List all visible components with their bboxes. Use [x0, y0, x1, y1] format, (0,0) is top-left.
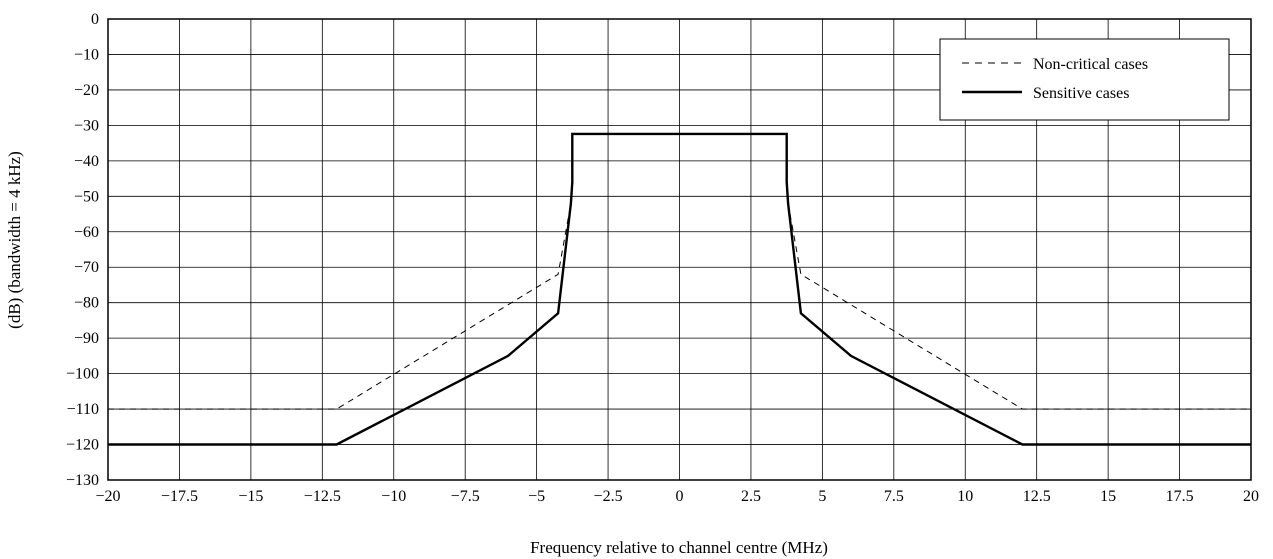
x-tick-label: 17.5	[1166, 488, 1194, 505]
y-axis-title: (dB) (bandwidth = 4 kHz)	[5, 151, 24, 329]
y-tick-label: −10	[74, 46, 99, 63]
x-tick-label: 7.5	[884, 488, 904, 505]
legend-label-sensitive: Sensitive cases	[1033, 85, 1129, 102]
x-tick-label: 15	[1100, 488, 1116, 505]
legend: Non-critical cases Sensitive cases	[939, 38, 1230, 121]
y-tick-label: −50	[74, 188, 99, 205]
y-tick-label: −70	[74, 259, 99, 276]
x-tick-label: −7.5	[451, 488, 480, 505]
plot-frame	[107, 18, 1252, 481]
y-tick-label: 0	[91, 11, 99, 28]
x-tick-label: 0	[676, 488, 684, 505]
x-tick-label: −2.5	[594, 488, 623, 505]
series-line-sensitive	[108, 132, 1251, 446]
y-tick-label: −30	[74, 117, 99, 134]
y-tick-label: −110	[67, 401, 99, 418]
legend-label-non-critical: Non-critical cases	[1033, 56, 1148, 73]
x-axis-title: Frequency relative to channel centre (MH…	[530, 538, 828, 557]
x-tick-label: −17.5	[161, 488, 198, 505]
x-tick-label: −5	[528, 488, 545, 505]
x-tick-label: −10	[381, 488, 406, 505]
y-tick-label: −130	[66, 472, 99, 489]
series-layer	[108, 132, 1251, 446]
x-tick-label: −15	[238, 488, 263, 505]
x-tick-label: 2.5	[741, 488, 761, 505]
series-line-non-critical	[108, 133, 1251, 410]
y-tick-labels: 0 −10 −20 −30 −40 −50 −60 −70 −80 −90 −100 −110 −120…	[66, 11, 99, 489]
x-tick-label: −20	[95, 488, 120, 505]
y-tick-label: −90	[74, 330, 99, 347]
x-tick-label: 20	[1243, 488, 1259, 505]
y-tick-label: −20	[74, 82, 99, 99]
legend-box	[939, 38, 1230, 121]
y-tick-label: −120	[66, 437, 99, 454]
x-tick-label: −12.5	[304, 488, 341, 505]
x-tick-label: 10	[957, 488, 973, 505]
x-tick-label: 12.5	[1023, 488, 1051, 505]
y-tick-label: −60	[74, 224, 99, 241]
y-tick-label: −80	[74, 295, 99, 312]
x-tick-labels: −20 −17.5 −15 −12.5 −10 −7.5 −5 −2.5 0 2.5 5 7.5 10 1…	[95, 488, 1259, 505]
y-tick-label: −40	[74, 153, 99, 170]
x-tick-label: 5	[818, 488, 826, 505]
y-tick-label: −100	[66, 366, 99, 383]
